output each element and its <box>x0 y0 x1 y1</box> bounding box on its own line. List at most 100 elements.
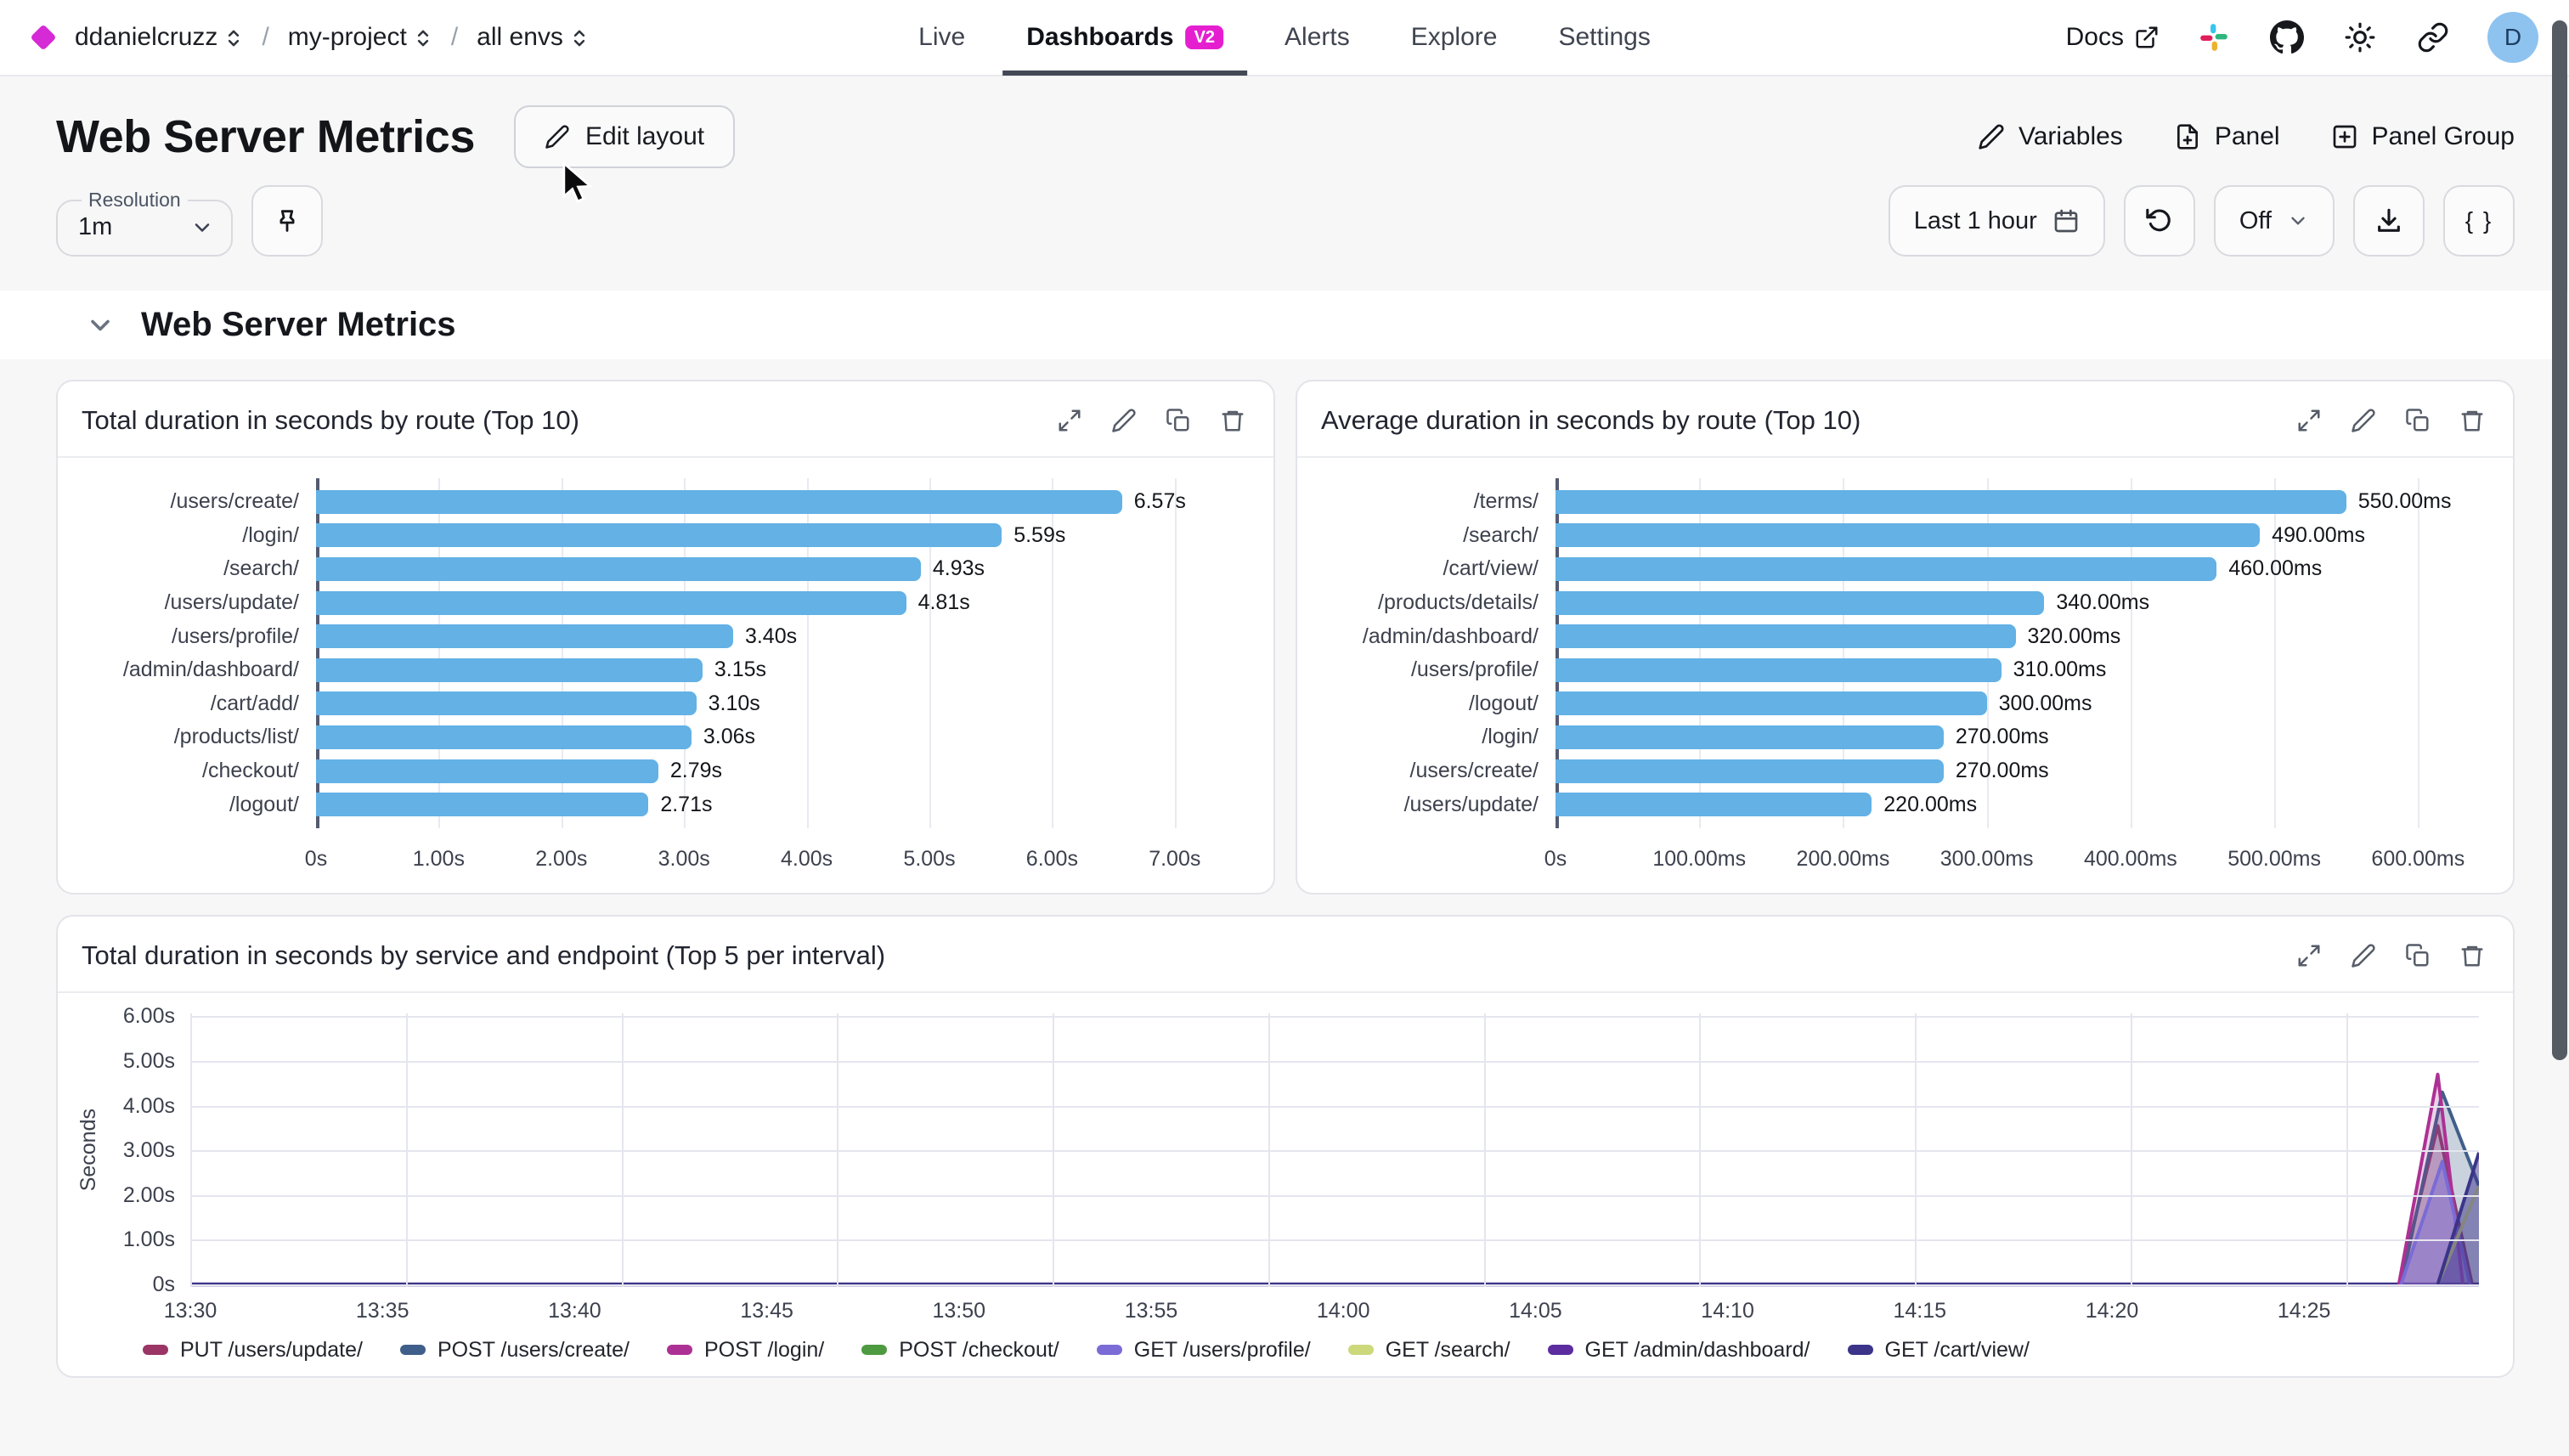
nav-tab-alerts[interactable]: Alerts <box>1284 0 1350 76</box>
y-axis-tick: 3.00s <box>122 1138 175 1163</box>
delete-panel-icon[interactable] <box>1216 404 1250 437</box>
x-axis-tick: 14:20 <box>2085 1298 2139 1323</box>
x-axis-tick: 600.00ms <box>2371 846 2465 871</box>
bar-value-label: 5.59s <box>1013 522 1066 547</box>
bar-row: /admin/dashboard/3.15s <box>65 653 1253 687</box>
theme-sun-icon[interactable] <box>2341 19 2379 56</box>
series-line <box>2401 1092 2479 1284</box>
gridline <box>1699 1013 1702 1287</box>
user-avatar[interactable]: D <box>2487 12 2538 63</box>
controls-right: Last 1 hour Off { } <box>1888 185 2515 257</box>
series-area <box>2398 1074 2464 1284</box>
bar-row: /terms/550.00ms <box>1304 485 2493 519</box>
bar-value-label: 3.06s <box>703 725 756 749</box>
bar-value-label: 460.00ms <box>2228 556 2323 581</box>
add-panel-button[interactable]: Panel <box>2174 122 2280 151</box>
legend-item[interactable]: GET /users/profile/ <box>1096 1338 1311 1363</box>
expand-icon[interactable] <box>1053 404 1087 437</box>
x-axis-tick: 13:30 <box>163 1298 217 1323</box>
panel-title: Total duration in seconds by service and… <box>82 940 886 970</box>
bar-category-label: /logout/ <box>229 792 299 816</box>
legend-item[interactable]: GET /admin/dashboard/ <box>1547 1338 1810 1363</box>
x-axis-tick: 6.00s <box>1025 846 1078 871</box>
duplicate-panel-icon[interactable] <box>1161 404 1195 437</box>
x-axis-tick: 1.00s <box>412 846 465 871</box>
bar-row: /admin/dashboard/320.00ms <box>1304 619 2493 653</box>
bar <box>1556 725 1944 749</box>
selector-updown-icon <box>573 30 585 47</box>
nav-tab-label: Dashboards <box>1026 23 1174 51</box>
nav-tab-live[interactable]: Live <box>918 0 965 76</box>
duplicate-panel-icon[interactable] <box>2401 939 2435 973</box>
bar-value-label: 3.40s <box>744 624 798 648</box>
panels-row: Total duration in seconds by route (Top … <box>56 380 2515 894</box>
top-bar: ddanielcruzz / my-project / all envs Liv… <box>0 0 2569 76</box>
x-axis-tick: 14:10 <box>1701 1298 1754 1323</box>
edit-layout-button[interactable]: Edit layout <box>514 105 736 168</box>
nav-tab-dashboards[interactable]: Dashboards V2 <box>1002 0 1247 76</box>
resolution-select[interactable]: Resolution 1m <box>56 189 233 257</box>
duplicate-panel-icon[interactable] <box>2401 404 2435 437</box>
area-chart-duration-by-endpoint: Seconds 0s 1.00s 2.00s 3.00s 4.00s 5.00s 6.00s… <box>58 993 2513 1363</box>
x-axis-tick: 13:35 <box>355 1298 409 1323</box>
legend-swatch <box>666 1345 692 1356</box>
docs-link[interactable]: Docs <box>2066 23 2160 52</box>
legend-item[interactable]: GET /cart/view/ <box>1847 1338 2030 1363</box>
edit-panel-icon[interactable] <box>1107 404 1141 437</box>
breadcrumb-env[interactable]: all envs <box>477 23 589 52</box>
share-link-icon[interactable] <box>2414 19 2452 56</box>
github-icon[interactable] <box>2268 19 2306 56</box>
panel-actions <box>2292 404 2489 437</box>
edit-panel-icon[interactable] <box>2346 939 2380 973</box>
resolution-label: Resolution <box>88 189 181 211</box>
nav-tab-settings[interactable]: Settings <box>1558 0 1650 76</box>
x-axis-tick: 300.00ms <box>1939 846 2034 871</box>
bar-value-label: 220.00ms <box>1883 792 1978 816</box>
main-nav: Live Dashboards V2 Alerts Explore Settin… <box>918 0 1651 76</box>
delete-panel-icon[interactable] <box>2455 404 2489 437</box>
pin-button[interactable] <box>251 185 323 257</box>
scrollbar-thumb[interactable] <box>2552 20 2567 1060</box>
panel-actions <box>2292 939 2489 973</box>
json-view-button[interactable]: { } <box>2443 185 2515 257</box>
bar-value-label: 4.93s <box>932 556 985 581</box>
bar-category-label: /users/create/ <box>1409 759 1539 783</box>
bar-value-label: 300.00ms <box>1998 691 2092 715</box>
pencil-icon <box>1979 124 2004 150</box>
bar-category-label: /products/list/ <box>173 725 299 749</box>
slack-icon[interactable] <box>2195 19 2233 56</box>
x-axis-tick: 400.00ms <box>2083 846 2177 871</box>
refresh-button[interactable] <box>2123 185 2195 257</box>
gridline <box>1053 1013 1055 1287</box>
time-range-button[interactable]: Last 1 hour <box>1888 185 2105 257</box>
bar-row: /logout/2.71s <box>65 787 1253 821</box>
legend-item[interactable]: POST /checkout/ <box>861 1338 1059 1363</box>
bar-value-label: 550.00ms <box>2357 489 2452 514</box>
bar <box>316 489 1122 514</box>
bar <box>1556 657 2002 682</box>
edit-panel-icon[interactable] <box>2346 404 2380 437</box>
auto-refresh-select[interactable]: Off <box>2213 185 2335 257</box>
add-panel-group-button[interactable]: Panel Group <box>2331 122 2515 151</box>
legend-swatch <box>1347 1345 1374 1356</box>
legend-item[interactable]: POST /login/ <box>666 1338 824 1363</box>
gridline <box>190 1150 2479 1153</box>
legend-item[interactable]: POST /users/create/ <box>399 1338 630 1363</box>
bar <box>316 759 658 783</box>
breadcrumb-env-label: all envs <box>477 23 563 51</box>
expand-icon[interactable] <box>2292 404 2326 437</box>
breadcrumb-project[interactable]: my-project <box>288 23 432 52</box>
download-button[interactable] <box>2353 185 2425 257</box>
delete-panel-icon[interactable] <box>2455 939 2489 973</box>
curly-braces-icon: { } <box>2465 207 2493 234</box>
y-axis-tick: 1.00s <box>122 1227 175 1252</box>
variables-button[interactable]: Variables <box>1978 122 2123 151</box>
expand-icon[interactable] <box>2292 939 2326 973</box>
section-header[interactable]: Web Server Metrics <box>0 291 2569 359</box>
legend-item[interactable]: GET /search/ <box>1347 1338 1510 1363</box>
breadcrumb-org[interactable]: ddanielcruzz <box>75 23 243 52</box>
bar <box>1556 556 2217 581</box>
legend-item[interactable]: PUT /users/update/ <box>143 1338 363 1363</box>
nav-tab-explore[interactable]: Explore <box>1411 0 1498 76</box>
gridline <box>2130 1013 2132 1287</box>
